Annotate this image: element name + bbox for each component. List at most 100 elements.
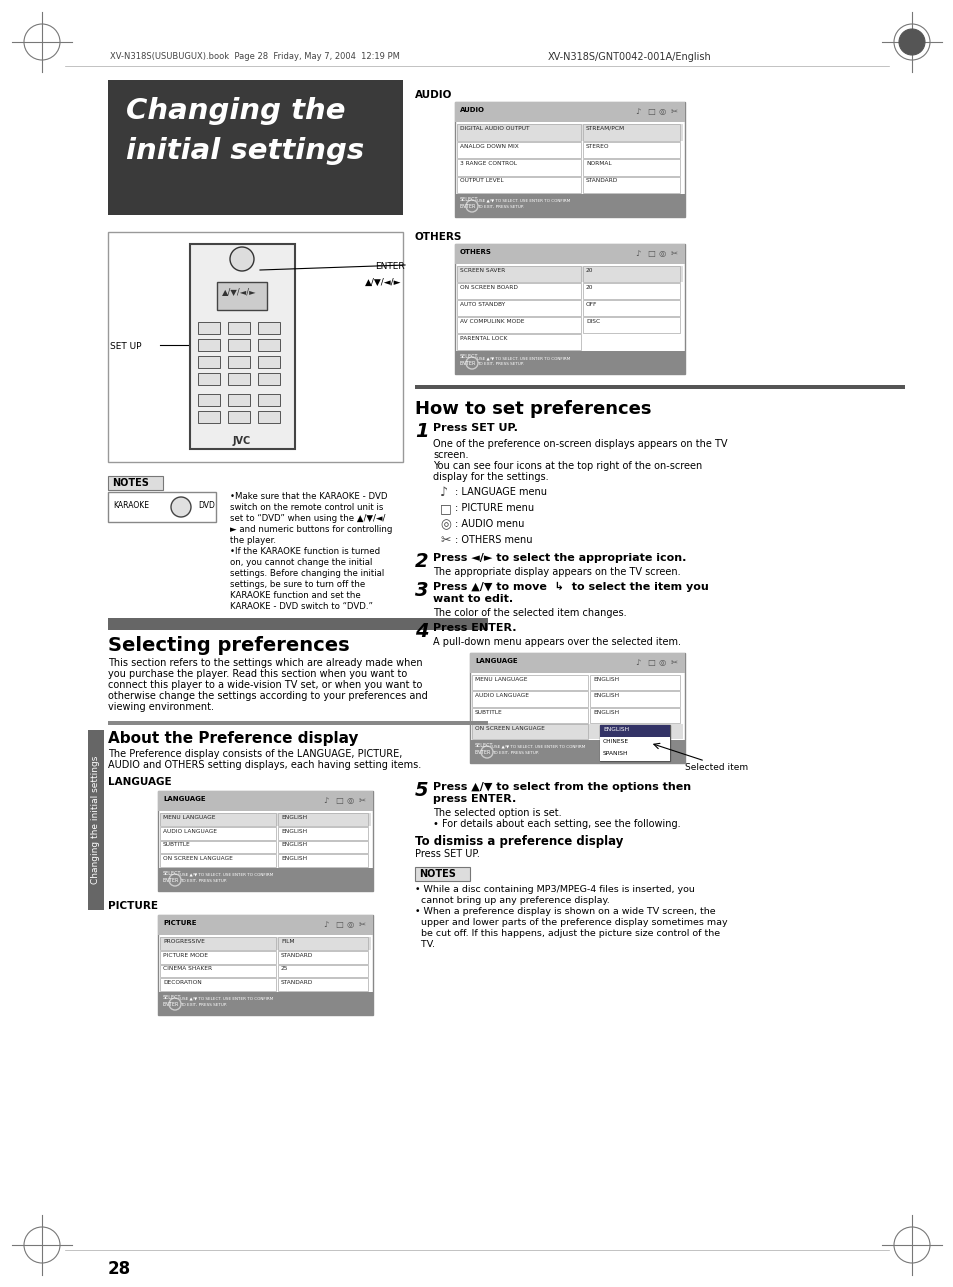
Text: To dismiss a preference display: To dismiss a preference display [415, 835, 622, 848]
Text: The appropriate display appears on the TV screen.: The appropriate display appears on the T… [433, 568, 679, 577]
Bar [160, 937, 275, 950]
Bar [277, 840, 368, 853]
Text: MENU LANGUAGE: MENU LANGUAGE [163, 815, 215, 820]
Text: : LANGUAGE menu: : LANGUAGE menu [455, 486, 546, 497]
Text: DISC: DISC [585, 319, 599, 324]
Text: □: □ [646, 107, 654, 116]
Text: ▲/▼/◄/►: ▲/▼/◄/► [365, 278, 401, 287]
Text: you purchase the player. Read this section when you want to: you purchase the player. Read this secti… [108, 669, 407, 680]
Text: switch on the remote control unit is: switch on the remote control unit is [230, 503, 383, 512]
Circle shape [171, 497, 191, 517]
Text: ENGLISH: ENGLISH [281, 815, 307, 820]
Bar [158, 992, 373, 1015]
Bar [88, 730, 104, 910]
Bar [582, 317, 679, 333]
Text: Selected item: Selected item [684, 763, 747, 772]
Text: ▲/▼/◄/►: ▲/▼/◄/► [222, 287, 256, 296]
Text: USE ▲/▼ TO SELECT. USE ENTER TO CONFIRM: USE ▲/▼ TO SELECT. USE ENTER TO CONFIRM [180, 997, 273, 1001]
Text: Changing the: Changing the [126, 97, 345, 125]
Text: USE ▲/▼ TO SELECT. USE ENTER TO CONFIRM: USE ▲/▼ TO SELECT. USE ENTER TO CONFIRM [492, 745, 584, 749]
Bar [456, 300, 580, 317]
Bar [228, 322, 250, 335]
Text: KARAOKE function and set the: KARAOKE function and set the [230, 591, 360, 600]
Text: NORMAL: NORMAL [585, 161, 611, 166]
Bar [582, 266, 679, 282]
Text: AV COMPULINK MODE: AV COMPULINK MODE [459, 319, 524, 324]
Text: Press ◄/► to select the appropriate icon.: Press ◄/► to select the appropriate icon… [433, 553, 685, 562]
Text: ◎: ◎ [659, 107, 665, 116]
Text: OFF: OFF [585, 302, 597, 308]
Text: XV-N318S(USUBUGUX).book  Page 28  Friday, May 7, 2004  12:19 PM: XV-N318S(USUBUGUX).book Page 28 Friday, … [110, 51, 399, 60]
Text: PICTURE MODE: PICTURE MODE [163, 952, 208, 958]
Text: FILM: FILM [281, 940, 294, 943]
Text: display for the settings.: display for the settings. [433, 472, 548, 483]
Text: ENGLISH: ENGLISH [281, 843, 307, 848]
Text: □: □ [335, 795, 342, 804]
Text: KARAOKE - DVD switch to “DVD.”: KARAOKE - DVD switch to “DVD.” [230, 602, 373, 611]
Text: DIGITAL AUDIO OUTPUT: DIGITAL AUDIO OUTPUT [459, 126, 529, 131]
Text: ♪: ♪ [323, 795, 328, 804]
Bar [216, 282, 267, 310]
Bar [472, 674, 682, 690]
Bar [277, 964, 368, 977]
Text: screen.: screen. [433, 450, 468, 459]
Bar [257, 356, 280, 368]
Bar [198, 338, 220, 351]
Text: 5: 5 [415, 781, 428, 801]
Text: 20: 20 [585, 268, 593, 273]
Bar [257, 322, 280, 335]
Text: 28: 28 [108, 1260, 131, 1278]
Bar [472, 691, 682, 707]
Text: TV.: TV. [415, 940, 435, 949]
Text: 4: 4 [415, 622, 428, 641]
Text: want to edit.: want to edit. [433, 595, 513, 604]
Bar [160, 951, 371, 964]
Bar [599, 749, 669, 761]
Text: SELECT: SELECT [459, 197, 478, 202]
Text: STREAM/PCM: STREAM/PCM [585, 126, 624, 131]
Text: settings. Before changing the initial: settings. Before changing the initial [230, 569, 384, 578]
Text: NOTES: NOTES [112, 477, 149, 488]
Text: Selecting preferences: Selecting preferences [108, 636, 349, 655]
Text: : AUDIO menu: : AUDIO menu [455, 519, 524, 529]
Text: MENU LANGUAGE: MENU LANGUAGE [475, 677, 527, 682]
Bar [456, 335, 682, 350]
Text: •Make sure that the KARAOKE - DVD: •Make sure that the KARAOKE - DVD [230, 492, 387, 501]
Bar [277, 855, 368, 867]
Text: Press ENTER.: Press ENTER. [433, 623, 516, 633]
Text: ♪: ♪ [635, 107, 639, 116]
Bar [456, 266, 580, 282]
Text: OTHERS: OTHERS [415, 232, 462, 242]
Text: Press SET UP.: Press SET UP. [433, 423, 517, 432]
Bar [158, 792, 373, 891]
Text: initial settings: initial settings [126, 136, 364, 165]
Bar [160, 855, 371, 867]
Text: USE ▲/▼ TO SELECT. USE ENTER TO CONFIRM: USE ▲/▼ TO SELECT. USE ENTER TO CONFIRM [476, 199, 570, 203]
Text: SELECT: SELECT [163, 995, 181, 1000]
Bar [108, 80, 402, 215]
Bar [198, 394, 220, 405]
Bar [472, 723, 587, 739]
Text: □: □ [335, 920, 342, 929]
Text: PROGRESSIVE: PROGRESSIVE [163, 940, 205, 943]
Bar [456, 124, 580, 140]
Bar [589, 691, 679, 707]
Text: STANDARD: STANDARD [585, 179, 618, 184]
Bar [470, 740, 684, 763]
Bar [160, 826, 275, 839]
Bar [160, 826, 371, 839]
Text: ♪: ♪ [323, 920, 328, 929]
Bar [455, 245, 684, 375]
Text: press ENTER.: press ENTER. [433, 794, 516, 804]
Bar [456, 300, 682, 317]
Bar [108, 476, 163, 490]
Bar [472, 723, 682, 739]
Text: The color of the selected item changes.: The color of the selected item changes. [433, 607, 626, 618]
Text: Press ▲/▼ to select from the options then: Press ▲/▼ to select from the options the… [433, 782, 690, 792]
Text: ♪: ♪ [635, 248, 639, 257]
Text: OTHERS: OTHERS [459, 248, 492, 255]
Text: OUTPUT LEVEL: OUTPUT LEVEL [459, 179, 503, 184]
Text: Press ▲/▼ to move  ↳  to select the item you: Press ▲/▼ to move ↳ to select the item y… [433, 582, 708, 592]
Bar [582, 176, 679, 193]
Text: This section refers to the settings which are already made when: This section refers to the settings whic… [108, 658, 422, 668]
